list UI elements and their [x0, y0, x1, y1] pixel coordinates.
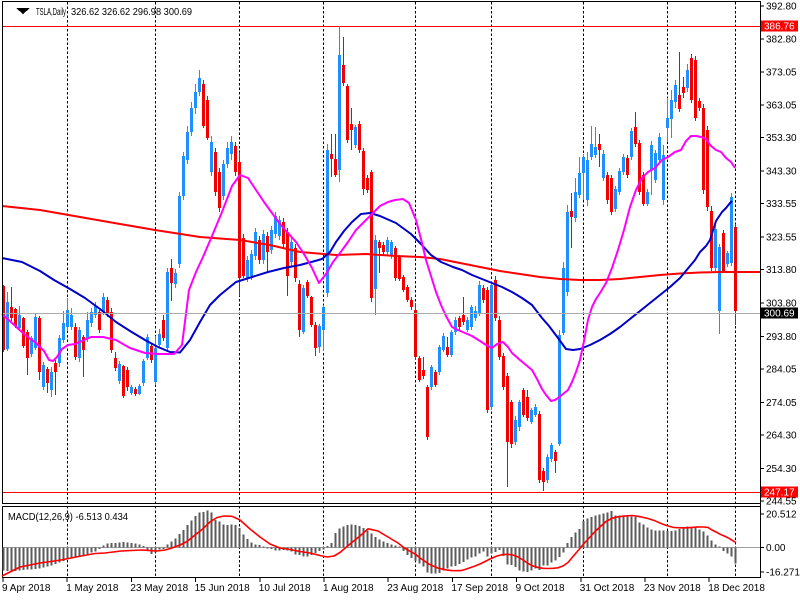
svg-text:363.05: 363.05 — [766, 101, 797, 112]
svg-text:20.512: 20.512 — [766, 510, 797, 521]
svg-text:15 Jun 2018: 15 Jun 2018 — [195, 583, 250, 594]
svg-text:9 Apr 2018: 9 Apr 2018 — [2, 583, 51, 594]
svg-text:23 Aug 2018: 23 Aug 2018 — [387, 583, 444, 594]
svg-text:23 Nov 2018: 23 Nov 2018 — [644, 583, 701, 594]
svg-text:386.76: 386.76 — [764, 22, 795, 33]
svg-text:326.62 326.62 296.98 300.69: 326.62 326.62 296.98 300.69 — [71, 7, 192, 18]
svg-text:1 May 2018: 1 May 2018 — [66, 583, 119, 594]
svg-text:293.80: 293.80 — [766, 332, 797, 343]
svg-text:343.30: 343.30 — [766, 167, 797, 178]
svg-text:303.80: 303.80 — [766, 299, 797, 310]
svg-text:MACD(12,26,9) -6.513 0.434: MACD(12,26,9) -6.513 0.434 — [8, 512, 128, 523]
svg-text:284.05: 284.05 — [766, 364, 797, 375]
svg-text:TSLA,Daily: TSLA,Daily — [36, 7, 66, 18]
svg-text:10 Jul 2018: 10 Jul 2018 — [259, 583, 311, 594]
svg-text:300.69: 300.69 — [764, 309, 795, 320]
svg-text:392.80: 392.80 — [766, 1, 797, 12]
svg-text:333.55: 333.55 — [766, 199, 797, 210]
svg-text:254.30: 254.30 — [766, 464, 797, 475]
svg-text:323.55: 323.55 — [766, 233, 797, 244]
svg-text:17 Sep 2018: 17 Sep 2018 — [451, 583, 508, 594]
svg-text:18 Dec 2018: 18 Dec 2018 — [708, 583, 765, 594]
svg-text:1 Aug 2018: 1 Aug 2018 — [323, 583, 374, 594]
svg-text:0.00: 0.00 — [766, 543, 786, 554]
svg-text:31 Oct 2018: 31 Oct 2018 — [580, 583, 635, 594]
svg-text:313.80: 313.80 — [766, 265, 797, 276]
svg-text:9 Oct 2018: 9 Oct 2018 — [516, 583, 565, 594]
svg-text:23 May 2018: 23 May 2018 — [130, 583, 188, 594]
svg-text:-16.271: -16.271 — [766, 568, 800, 579]
svg-text:382.80: 382.80 — [766, 35, 797, 46]
svg-text:264.30: 264.30 — [766, 430, 797, 441]
svg-text:274.05: 274.05 — [766, 398, 797, 409]
svg-text:373.05: 373.05 — [766, 67, 797, 78]
svg-text:247.17: 247.17 — [764, 488, 795, 499]
svg-text:353.30: 353.30 — [766, 133, 797, 144]
svg-text:244.55: 244.55 — [766, 496, 797, 507]
